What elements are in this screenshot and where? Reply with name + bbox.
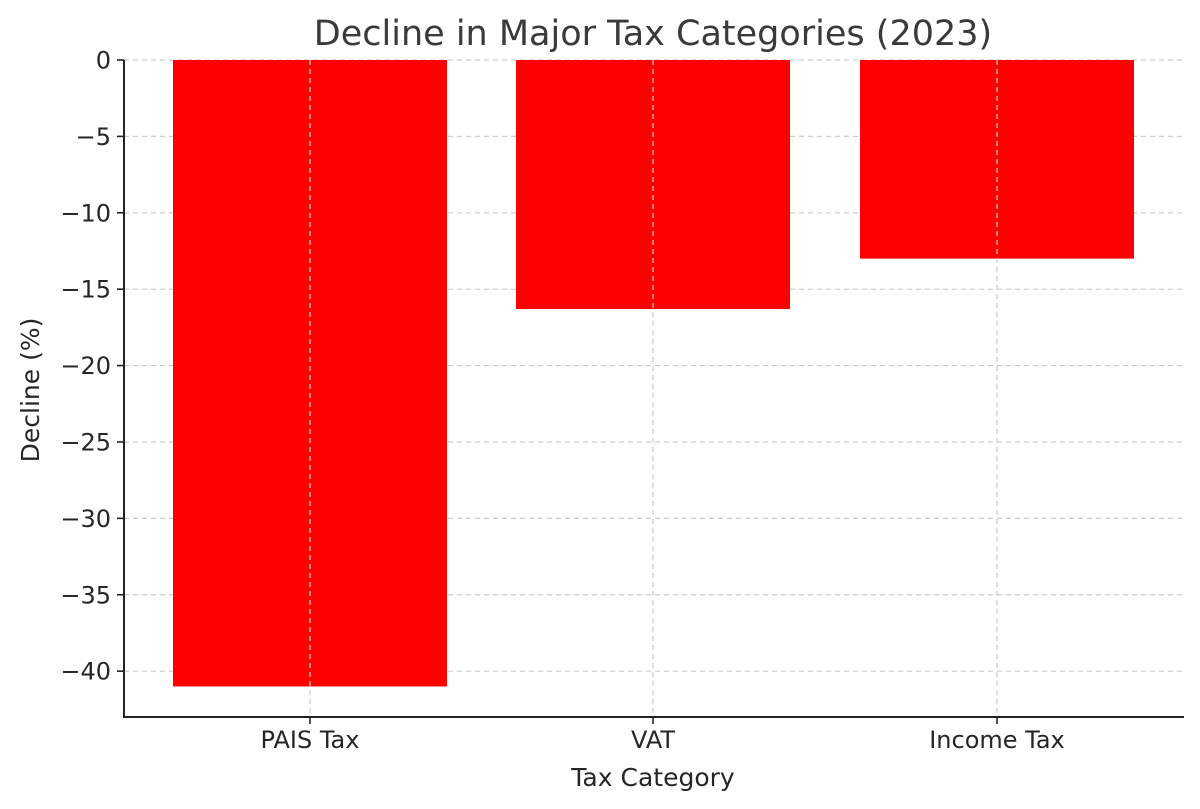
axis-spines — [123, 60, 1184, 718]
y-tick-label: −30 — [60, 505, 111, 533]
vertical-grid — [309, 60, 998, 717]
y-tick-label: −35 — [60, 581, 111, 609]
x-axis-title: Tax Category — [570, 763, 735, 792]
y-tick-label: −20 — [60, 352, 111, 380]
y-tick-label: 0 — [96, 47, 111, 75]
y-ticks: 0 −5 −10 −15 −20 −25 −30 −35 −40 — [60, 47, 124, 686]
axes — [123, 60, 1184, 718]
y-tick-label: −40 — [60, 658, 111, 686]
y-axis-title: Decline (%) — [16, 318, 45, 463]
y-tick-label: −10 — [60, 199, 111, 227]
x-ticks: PAIS Tax VAT Income Tax — [261, 717, 1065, 754]
chart-title: Decline in Major Tax Categories (2023) — [314, 14, 992, 54]
y-tick-label: −15 — [60, 276, 111, 304]
y-tick-label: −5 — [76, 123, 111, 151]
x-tick-label: VAT — [631, 726, 675, 754]
x-tick-label: Income Tax — [929, 726, 1065, 754]
x-tick-label: PAIS Tax — [261, 726, 360, 754]
y-tick-label: −25 — [60, 428, 111, 456]
